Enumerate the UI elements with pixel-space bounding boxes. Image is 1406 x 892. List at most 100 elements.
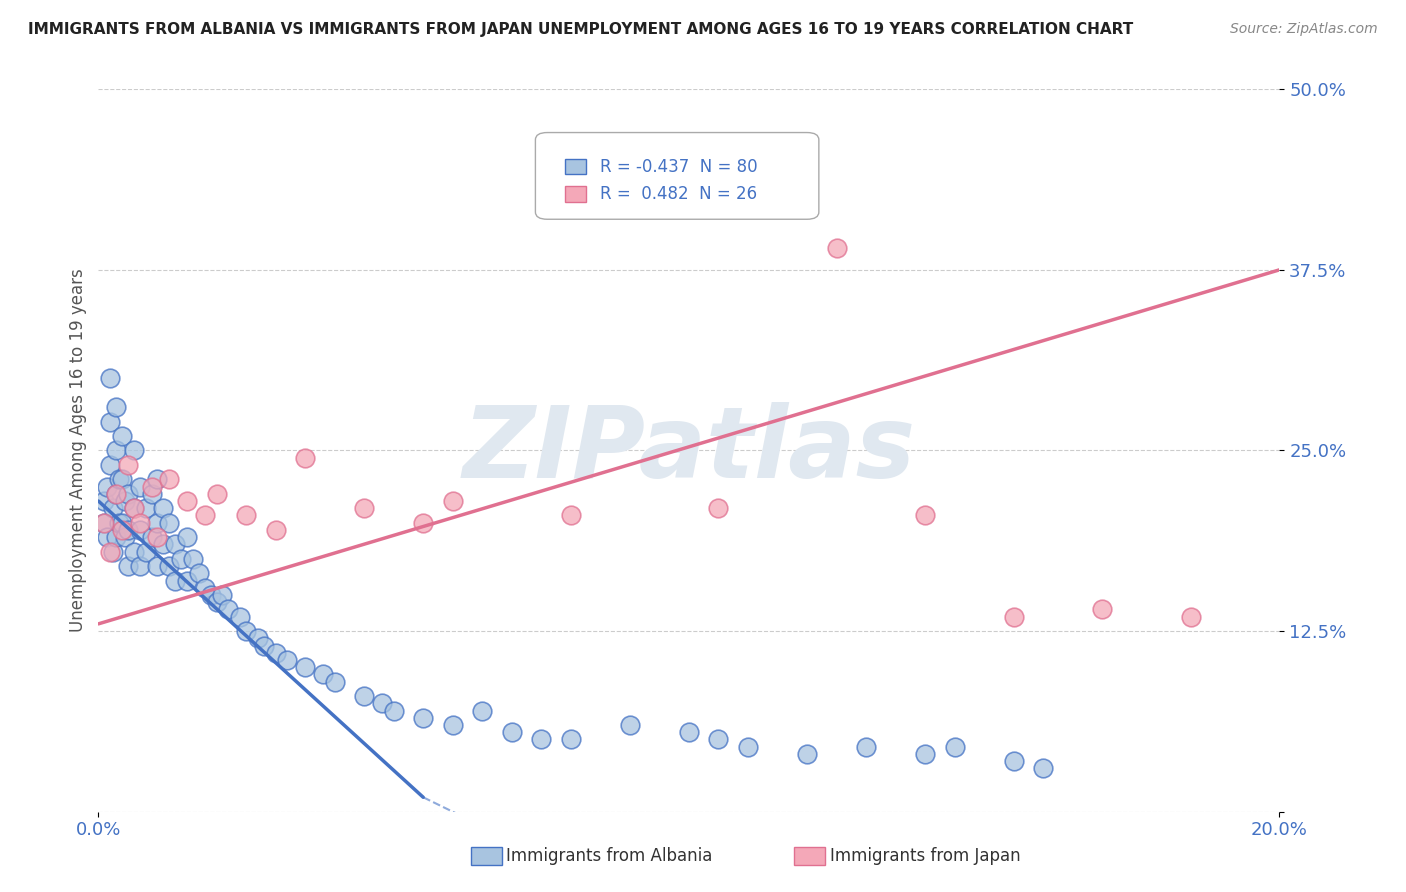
Point <box>111 516 134 530</box>
Point <box>111 472 134 486</box>
Point <box>217 602 239 616</box>
Point <box>371 696 394 710</box>
Point <box>412 516 434 530</box>
Point <box>294 450 316 465</box>
Point <box>353 689 375 703</box>
Point <box>146 472 169 486</box>
Point <box>176 574 198 588</box>
Point <box>146 516 169 530</box>
Point <box>117 458 139 472</box>
Point <box>943 739 966 754</box>
Point <box>441 718 464 732</box>
Point <box>235 508 257 523</box>
Point <box>312 667 335 681</box>
Point <box>170 551 193 566</box>
Point <box>165 537 187 551</box>
Point <box>152 501 174 516</box>
Point <box>111 429 134 443</box>
Point <box>96 480 118 494</box>
Point <box>141 530 163 544</box>
Point <box>187 566 209 581</box>
Point <box>323 674 346 689</box>
Point <box>128 559 150 574</box>
Point <box>157 559 180 574</box>
Point <box>108 472 131 486</box>
Point <box>105 530 128 544</box>
Point <box>382 704 405 718</box>
Point <box>1180 609 1202 624</box>
Point <box>619 718 641 732</box>
Point <box>128 516 150 530</box>
Point <box>1002 609 1025 624</box>
Point <box>122 544 145 558</box>
Point <box>560 508 582 523</box>
Point <box>1091 602 1114 616</box>
Point <box>135 501 157 516</box>
Point <box>707 501 730 516</box>
Point <box>122 443 145 458</box>
Point <box>825 241 848 255</box>
Text: Source: ZipAtlas.com: Source: ZipAtlas.com <box>1230 22 1378 37</box>
Point <box>141 487 163 501</box>
Point <box>141 480 163 494</box>
Point <box>229 609 252 624</box>
Point <box>194 508 217 523</box>
Text: R =  0.482  N = 26: R = 0.482 N = 26 <box>600 185 756 203</box>
Point <box>117 487 139 501</box>
Point <box>176 494 198 508</box>
Point <box>678 725 700 739</box>
Text: Immigrants from Japan: Immigrants from Japan <box>830 847 1021 865</box>
Point <box>96 530 118 544</box>
Point <box>105 487 128 501</box>
Point <box>152 537 174 551</box>
Point <box>105 443 128 458</box>
Point <box>93 494 115 508</box>
Point <box>146 530 169 544</box>
Point <box>122 501 145 516</box>
Point <box>146 559 169 574</box>
Point <box>211 588 233 602</box>
Text: IMMIGRANTS FROM ALBANIA VS IMMIGRANTS FROM JAPAN UNEMPLOYMENT AMONG AGES 16 TO 1: IMMIGRANTS FROM ALBANIA VS IMMIGRANTS FR… <box>28 22 1133 37</box>
Point <box>114 530 136 544</box>
Point <box>128 480 150 494</box>
Point <box>103 501 125 516</box>
Point <box>98 371 121 385</box>
Text: Immigrants from Albania: Immigrants from Albania <box>506 847 713 865</box>
Point <box>276 653 298 667</box>
Point <box>105 400 128 414</box>
Point <box>294 660 316 674</box>
Point <box>117 523 139 537</box>
Point <box>114 494 136 508</box>
Point <box>471 704 494 718</box>
Point <box>560 732 582 747</box>
Point <box>93 516 115 530</box>
Point <box>122 501 145 516</box>
Point <box>93 516 115 530</box>
Point <box>264 523 287 537</box>
Point <box>181 551 204 566</box>
Point <box>108 516 131 530</box>
Point <box>165 574 187 588</box>
Point <box>855 739 877 754</box>
Point <box>176 530 198 544</box>
FancyBboxPatch shape <box>565 186 586 202</box>
Text: R = -0.437  N = 80: R = -0.437 N = 80 <box>600 158 758 176</box>
FancyBboxPatch shape <box>536 133 818 219</box>
Point <box>111 523 134 537</box>
Point <box>117 559 139 574</box>
Point <box>264 646 287 660</box>
Point <box>98 544 121 558</box>
Point <box>98 458 121 472</box>
Point <box>135 544 157 558</box>
Point <box>737 739 759 754</box>
FancyBboxPatch shape <box>565 159 586 175</box>
Y-axis label: Unemployment Among Ages 16 to 19 years: Unemployment Among Ages 16 to 19 years <box>69 268 87 632</box>
Point <box>157 516 180 530</box>
Point <box>98 415 121 429</box>
Point <box>205 595 228 609</box>
Point <box>1002 754 1025 768</box>
Point <box>914 508 936 523</box>
Point <box>157 472 180 486</box>
Point <box>235 624 257 639</box>
Point <box>501 725 523 739</box>
